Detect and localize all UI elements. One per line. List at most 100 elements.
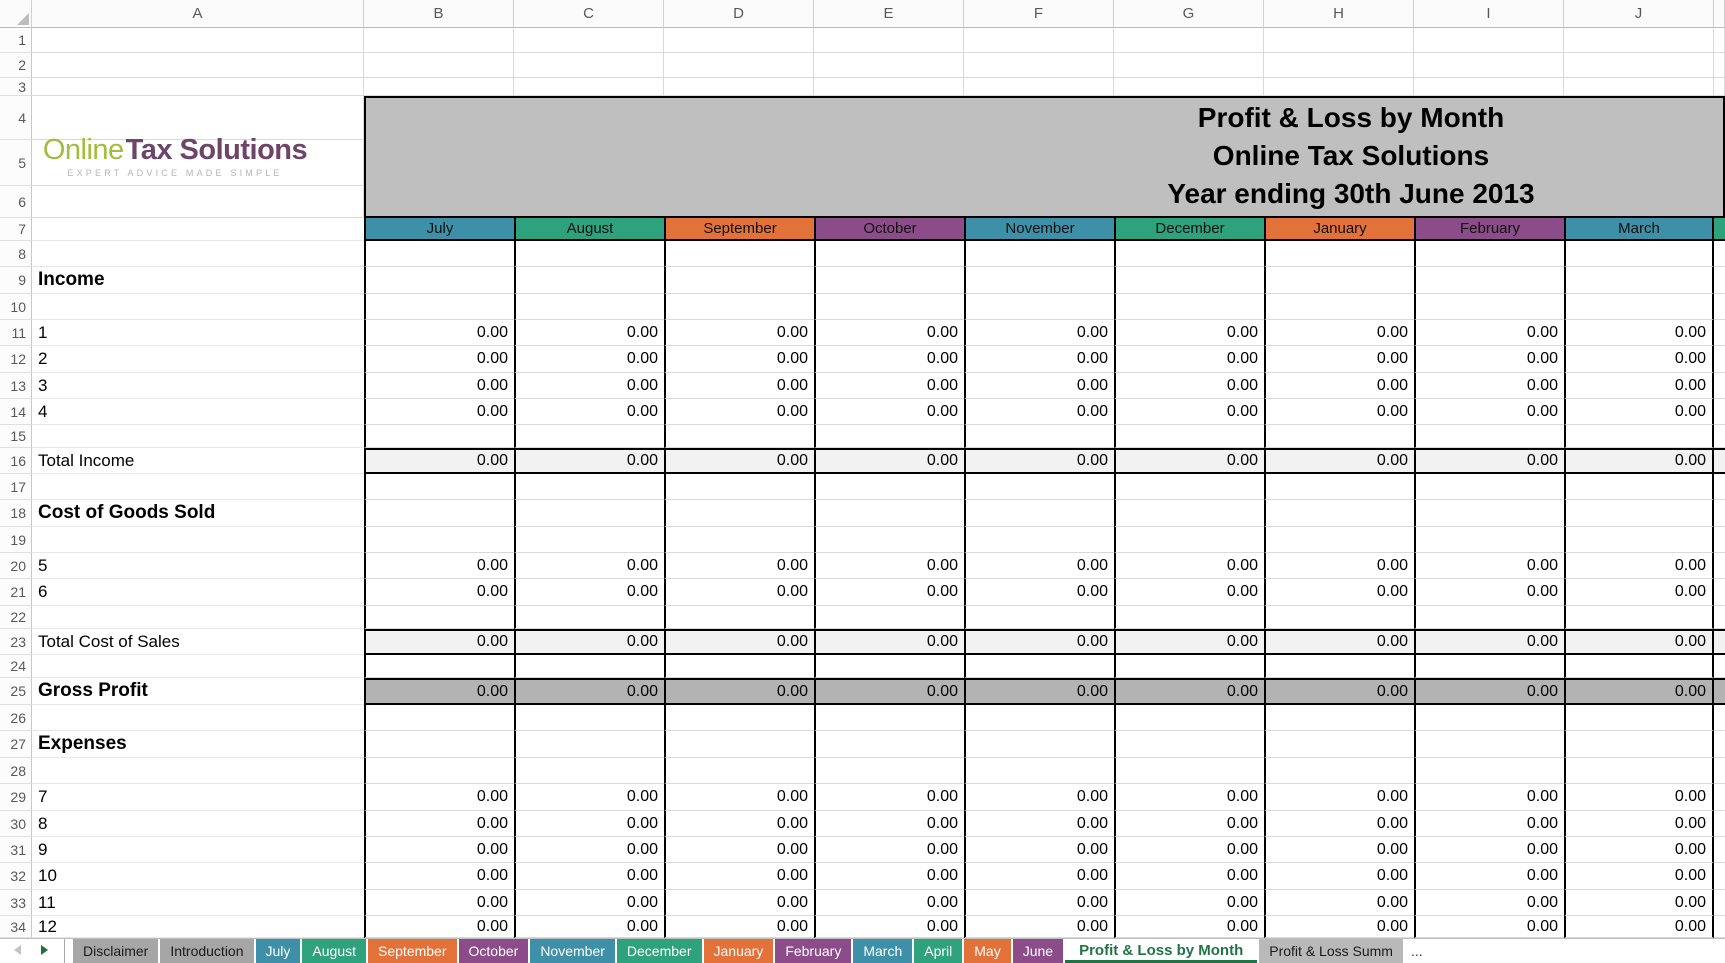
sheet-tab-october[interactable]: October xyxy=(458,939,529,963)
cell-F16[interactable]: 0.00 xyxy=(964,448,1114,474)
cell-C17[interactable] xyxy=(514,474,664,500)
cell-F33[interactable]: 0.00 xyxy=(964,890,1114,916)
cell-F21[interactable]: 0.00 xyxy=(964,579,1114,606)
cell-partial-17[interactable] xyxy=(1714,474,1725,500)
column-header-G[interactable]: G xyxy=(1114,0,1264,28)
cell-D20[interactable]: 0.00 xyxy=(664,553,814,579)
cell-B10[interactable] xyxy=(364,294,514,320)
cell-D34[interactable]: 0.00 xyxy=(664,916,814,938)
cell-B1[interactable] xyxy=(364,28,514,53)
row-header-29[interactable]: 29 xyxy=(0,784,32,811)
cell-E34[interactable]: 0.00 xyxy=(814,916,964,938)
sheet-tab-september[interactable]: September xyxy=(368,939,457,963)
cell-E8[interactable] xyxy=(814,241,964,267)
row-header-23[interactable]: 23 xyxy=(0,629,32,655)
row-header-15[interactable]: 15 xyxy=(0,425,32,448)
cell-A10[interactable] xyxy=(32,294,364,320)
cell-D24[interactable] xyxy=(664,655,814,678)
cell-B3[interactable] xyxy=(364,78,514,96)
cell-B2[interactable] xyxy=(364,53,514,78)
cell-F22[interactable] xyxy=(964,606,1114,629)
sheet-tab-december[interactable]: December xyxy=(616,939,702,963)
row-header-24[interactable]: 24 xyxy=(0,655,32,678)
row-header-33[interactable]: 33 xyxy=(0,890,32,916)
cell-C9[interactable] xyxy=(514,267,664,294)
cell-D17[interactable] xyxy=(664,474,814,500)
cell-D28[interactable] xyxy=(664,758,814,784)
cell-C1[interactable] xyxy=(514,28,664,53)
cell-F19[interactable] xyxy=(964,527,1114,553)
cell-H34[interactable]: 0.00 xyxy=(1264,916,1414,938)
row-header-5[interactable]: 5 xyxy=(0,140,32,186)
cell-H21[interactable]: 0.00 xyxy=(1264,579,1414,606)
cell-E11[interactable]: 0.00 xyxy=(814,320,964,346)
cell-B12[interactable]: 0.00 xyxy=(364,346,514,373)
cell-B22[interactable] xyxy=(364,606,514,629)
cell-partial-7[interactable] xyxy=(1714,218,1725,241)
cell-J19[interactable] xyxy=(1564,527,1714,553)
cell-J31[interactable]: 0.00 xyxy=(1564,837,1714,863)
cell-B21[interactable]: 0.00 xyxy=(364,579,514,606)
cell-B8[interactable] xyxy=(364,241,514,267)
cell-H17[interactable] xyxy=(1264,474,1414,500)
cell-B15[interactable] xyxy=(364,425,514,448)
row-header-11[interactable]: 11 xyxy=(0,320,32,346)
cell-F1[interactable] xyxy=(964,28,1114,53)
cell-D8[interactable] xyxy=(664,241,814,267)
cell-partial-29[interactable] xyxy=(1714,784,1725,811)
cell-G33[interactable]: 0.00 xyxy=(1114,890,1264,916)
cell-C18[interactable] xyxy=(514,500,664,527)
cell-I17[interactable] xyxy=(1414,474,1564,500)
cell-D7-month-header[interactable]: September xyxy=(664,218,814,241)
cell-I16[interactable]: 0.00 xyxy=(1414,448,1564,474)
cell-H7-month-header[interactable]: January xyxy=(1264,218,1414,241)
cell-partial-24[interactable] xyxy=(1714,655,1725,678)
cell-H20[interactable]: 0.00 xyxy=(1264,553,1414,579)
cell-J15[interactable] xyxy=(1564,425,1714,448)
cell-F3[interactable] xyxy=(964,78,1114,96)
cell-partial-19[interactable] xyxy=(1714,527,1725,553)
cell-partial-8[interactable] xyxy=(1714,241,1725,267)
cell-G15[interactable] xyxy=(1114,425,1264,448)
cell-partial-11[interactable] xyxy=(1714,320,1725,346)
cell-partial-26[interactable] xyxy=(1714,705,1725,731)
cell-I21[interactable]: 0.00 xyxy=(1414,579,1564,606)
cell-G3[interactable] xyxy=(1114,78,1264,96)
row-header-19[interactable]: 19 xyxy=(0,527,32,553)
cell-G7-month-header[interactable]: December xyxy=(1114,218,1264,241)
cell-J18[interactable] xyxy=(1564,500,1714,527)
row-header-2[interactable]: 2 xyxy=(0,53,32,78)
cell-A28[interactable] xyxy=(32,758,364,784)
cell-E33[interactable]: 0.00 xyxy=(814,890,964,916)
row-header-13[interactable]: 13 xyxy=(0,373,32,399)
cell-D21[interactable]: 0.00 xyxy=(664,579,814,606)
cell-C19[interactable] xyxy=(514,527,664,553)
cell-I7-month-header[interactable]: February xyxy=(1414,218,1564,241)
cell-F27[interactable] xyxy=(964,731,1114,758)
cell-D3[interactable] xyxy=(664,78,814,96)
cell-G28[interactable] xyxy=(1114,758,1264,784)
cell-E7-month-header[interactable]: October xyxy=(814,218,964,241)
cell-J28[interactable] xyxy=(1564,758,1714,784)
cell-C16[interactable]: 0.00 xyxy=(514,448,664,474)
cell-F26[interactable] xyxy=(964,705,1114,731)
cell-F7-month-header[interactable]: November xyxy=(964,218,1114,241)
cell-C28[interactable] xyxy=(514,758,664,784)
cell-G18[interactable] xyxy=(1114,500,1264,527)
cell-J3[interactable] xyxy=(1564,78,1714,96)
sheet-tab-march[interactable]: March xyxy=(853,939,913,963)
cell-G27[interactable] xyxy=(1114,731,1264,758)
cell-E3[interactable] xyxy=(814,78,964,96)
cell-D19[interactable] xyxy=(664,527,814,553)
cell-I18[interactable] xyxy=(1414,500,1564,527)
cell-A30[interactable]: 8 xyxy=(32,811,364,837)
sheet-tab-april[interactable]: April xyxy=(914,939,963,963)
cell-F15[interactable] xyxy=(964,425,1114,448)
cell-E16[interactable]: 0.00 xyxy=(814,448,964,474)
cell-E19[interactable] xyxy=(814,527,964,553)
cell-J2[interactable] xyxy=(1564,53,1714,78)
cell-C23[interactable]: 0.00 xyxy=(514,629,664,655)
cell-E24[interactable] xyxy=(814,655,964,678)
cell-A27[interactable]: Expenses xyxy=(32,731,364,758)
cell-C32[interactable]: 0.00 xyxy=(514,863,664,890)
